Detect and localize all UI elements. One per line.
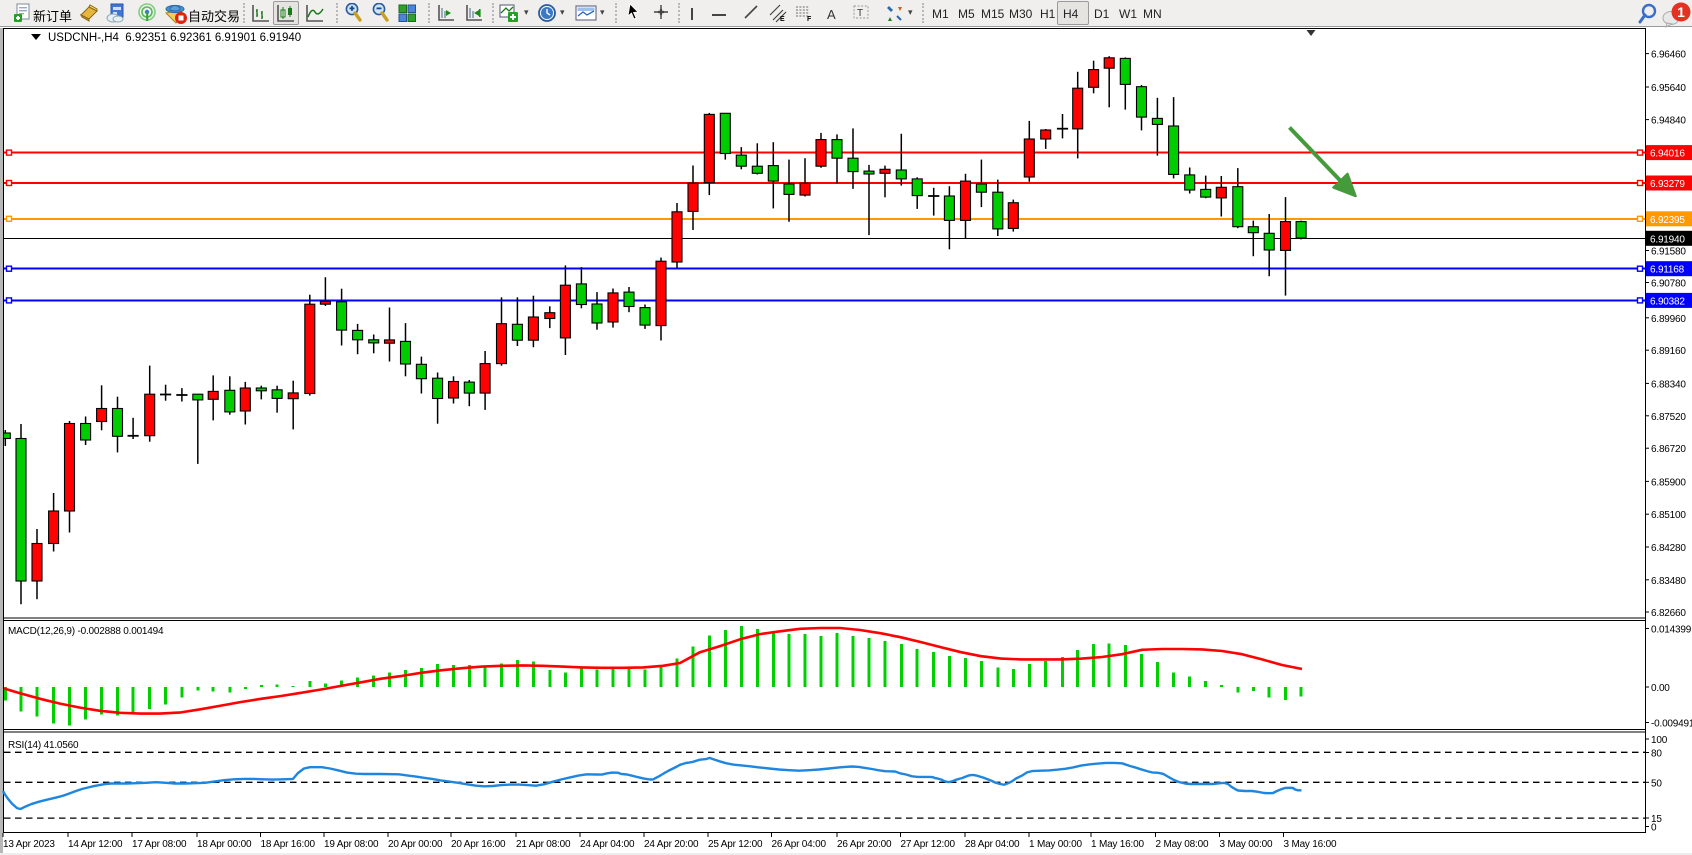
svg-text:MACD(12,26,9) -0.002888 0.0014: MACD(12,26,9) -0.002888 0.001494 <box>8 626 164 637</box>
svg-text:24 Apr 04:00: 24 Apr 04:00 <box>580 839 635 850</box>
svg-text:6.88340: 6.88340 <box>1651 379 1686 390</box>
svg-text:3 May 16:00: 3 May 16:00 <box>1284 839 1337 850</box>
svg-text:6.96460: 6.96460 <box>1651 50 1686 61</box>
svg-text:USDCNH-,H4 6.92351 6.92361 6.: USDCNH-,H4 6.92351 6.92361 6.91901 6.919… <box>48 32 301 44</box>
svg-text:1: 1 <box>1677 4 1685 20</box>
svg-text:50: 50 <box>1651 778 1662 789</box>
svg-text:1 May 16:00: 1 May 16:00 <box>1091 839 1144 850</box>
svg-text:0.014399: 0.014399 <box>1651 625 1692 636</box>
svg-text:6.93279: 6.93279 <box>1650 179 1685 190</box>
svg-text:6.94016: 6.94016 <box>1650 149 1685 160</box>
svg-text:26 Apr 20:00: 26 Apr 20:00 <box>837 839 892 850</box>
svg-text:25 Apr 12:00: 25 Apr 12:00 <box>708 839 763 850</box>
svg-text:E: E <box>780 16 785 23</box>
svg-text:6.91580: 6.91580 <box>1651 247 1686 258</box>
svg-text:17 Apr 08:00: 17 Apr 08:00 <box>132 839 187 850</box>
svg-text:6.86720: 6.86720 <box>1651 444 1686 455</box>
svg-text:RSI(14) 41.0560: RSI(14) 41.0560 <box>8 740 79 751</box>
svg-text:6.89960: 6.89960 <box>1651 314 1686 325</box>
svg-text:19 Apr 08:00: 19 Apr 08:00 <box>324 839 379 850</box>
svg-text:6.91168: 6.91168 <box>1650 265 1685 276</box>
svg-text:27 Apr 12:00: 27 Apr 12:00 <box>901 839 956 850</box>
svg-text:18 Apr 16:00: 18 Apr 16:00 <box>261 839 316 850</box>
svg-text:6.95640: 6.95640 <box>1651 83 1686 94</box>
svg-text:20 Apr 16:00: 20 Apr 16:00 <box>451 839 506 850</box>
svg-text:6.83480: 6.83480 <box>1651 576 1686 587</box>
svg-text:6.89160: 6.89160 <box>1651 346 1686 357</box>
svg-text:100: 100 <box>1651 735 1668 746</box>
svg-text:6.92395: 6.92395 <box>1650 215 1685 226</box>
svg-text:6.85100: 6.85100 <box>1651 510 1686 521</box>
svg-text:18 Apr 00:00: 18 Apr 00:00 <box>197 839 252 850</box>
svg-text:6.85900: 6.85900 <box>1651 477 1686 488</box>
svg-text:24 Apr 20:00: 24 Apr 20:00 <box>644 839 699 850</box>
svg-text:6.84280: 6.84280 <box>1651 543 1686 554</box>
svg-text:0.00: 0.00 <box>1651 683 1670 694</box>
svg-text:F: F <box>807 16 812 23</box>
svg-text:21 Apr 08:00: 21 Apr 08:00 <box>516 839 571 850</box>
svg-text:6.91940: 6.91940 <box>1650 234 1685 245</box>
svg-text:3 May 00:00: 3 May 00:00 <box>1220 839 1273 850</box>
svg-text:13 Apr 2023: 13 Apr 2023 <box>3 839 55 850</box>
svg-text:6.87520: 6.87520 <box>1651 412 1686 423</box>
svg-text:6.82660: 6.82660 <box>1651 608 1686 619</box>
svg-text:6.90780: 6.90780 <box>1651 279 1686 290</box>
svg-text:6.94840: 6.94840 <box>1651 116 1686 127</box>
svg-text:2 May 08:00: 2 May 08:00 <box>1156 839 1209 850</box>
svg-text:1 May 00:00: 1 May 00:00 <box>1029 839 1082 850</box>
svg-text:26 Apr 04:00: 26 Apr 04:00 <box>772 839 827 850</box>
svg-text:6.90382: 6.90382 <box>1650 296 1685 307</box>
svg-text:80: 80 <box>1651 749 1662 760</box>
svg-text:14 Apr 12:00: 14 Apr 12:00 <box>68 839 123 850</box>
svg-text:-0.009491: -0.009491 <box>1651 719 1692 730</box>
svg-text:28 Apr 04:00: 28 Apr 04:00 <box>965 839 1020 850</box>
svg-text:20 Apr 00:00: 20 Apr 00:00 <box>388 839 443 850</box>
svg-text:T: T <box>857 8 863 19</box>
svg-text:0: 0 <box>1651 823 1657 834</box>
svg-text:15: 15 <box>1651 814 1662 825</box>
